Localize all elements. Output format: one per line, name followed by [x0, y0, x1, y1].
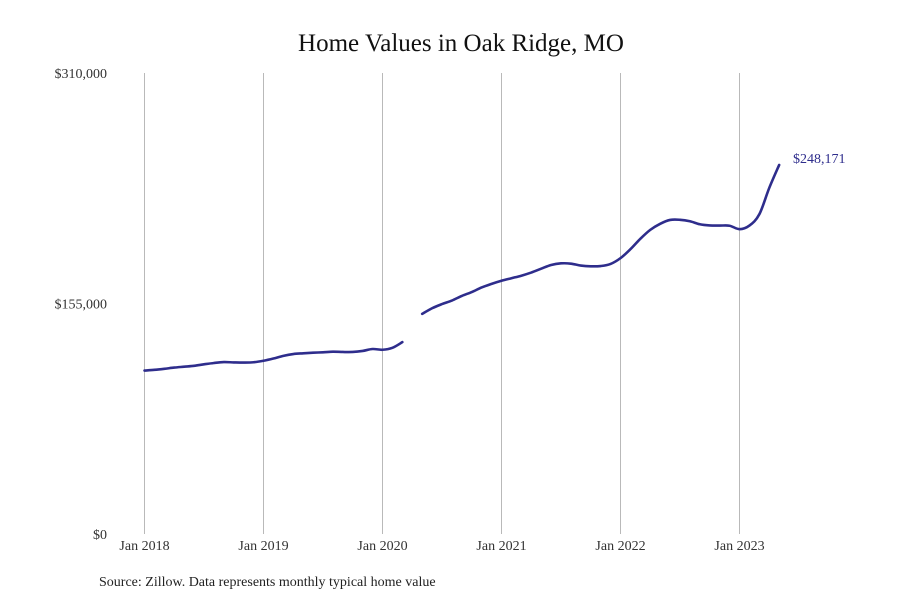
gridlines	[144, 73, 740, 534]
x-tick-label: Jan 2023	[714, 539, 764, 554]
source-note: Source: Zillow. Data represents monthly …	[99, 575, 436, 590]
series-line-segment-1	[420, 163, 781, 316]
x-tick-label: Jan 2020	[357, 539, 407, 554]
x-tick-label: Jan 2022	[595, 539, 645, 554]
end-value-label: $248,171	[793, 152, 846, 167]
chart-title: Home Values in Oak Ridge, MO	[298, 30, 624, 57]
y-axis-ticks: $0 $155,000 $310,000	[55, 67, 108, 543]
x-tick-label: Jan 2018	[119, 539, 169, 554]
y-tick-label: $0	[93, 528, 107, 543]
series-home-value	[143, 163, 781, 372]
series-line-segment-0	[143, 340, 404, 372]
x-axis-ticks: Jan 2018 Jan 2019 Jan 2020 Jan 2021 Jan 2022…	[119, 539, 764, 554]
y-tick-label: $155,000	[55, 298, 108, 313]
y-tick-label: $310,000	[55, 67, 108, 82]
x-tick-label: Jan 2021	[476, 539, 526, 554]
x-tick-label: Jan 2019	[238, 539, 288, 554]
